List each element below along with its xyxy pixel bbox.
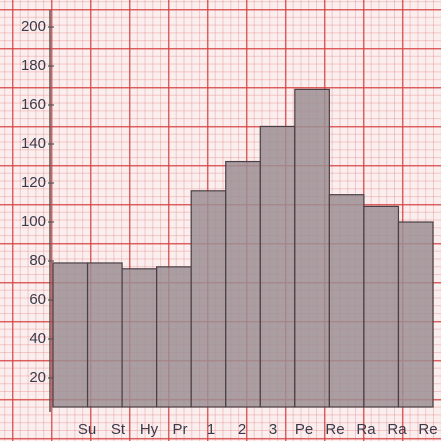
x-tick-label: Su (78, 421, 96, 438)
x-tick-label: 1 (207, 421, 215, 438)
bar (363, 205, 400, 408)
y-tick-label: 160 (21, 96, 46, 113)
y-tick-label: 120 (21, 174, 46, 191)
x-tick-label: 3 (269, 421, 277, 438)
bar (121, 268, 158, 408)
x-tick-label: 2 (238, 421, 246, 438)
y-tick-label: 80 (29, 252, 46, 269)
bar (190, 190, 227, 408)
y-tick-label: 60 (29, 291, 46, 308)
x-tick-label: Hy (140, 421, 159, 438)
bar (52, 262, 89, 408)
bar (328, 194, 365, 408)
x-tick-label: Pe (295, 421, 313, 438)
x-tick-label: Ra (387, 421, 407, 438)
y-tick-label: 200 (21, 18, 46, 35)
bar (86, 262, 123, 408)
bar (225, 160, 261, 408)
bar (259, 125, 296, 408)
x-tick-label: Pr (173, 421, 188, 438)
x-tick-label: Ra (356, 421, 376, 438)
bar (294, 88, 330, 408)
bar (156, 266, 192, 408)
bar (397, 221, 434, 408)
y-tick-label: 100 (21, 213, 46, 230)
y-tick-label: 20 (29, 369, 46, 386)
y-tick-label: 40 (29, 330, 46, 347)
y-tick-label: 140 (21, 135, 46, 152)
x-tick-label: Re (418, 421, 437, 438)
y-tick-label: 180 (21, 57, 46, 74)
x-tick-label: St (111, 421, 126, 438)
x-tick-label: Re (325, 421, 344, 438)
